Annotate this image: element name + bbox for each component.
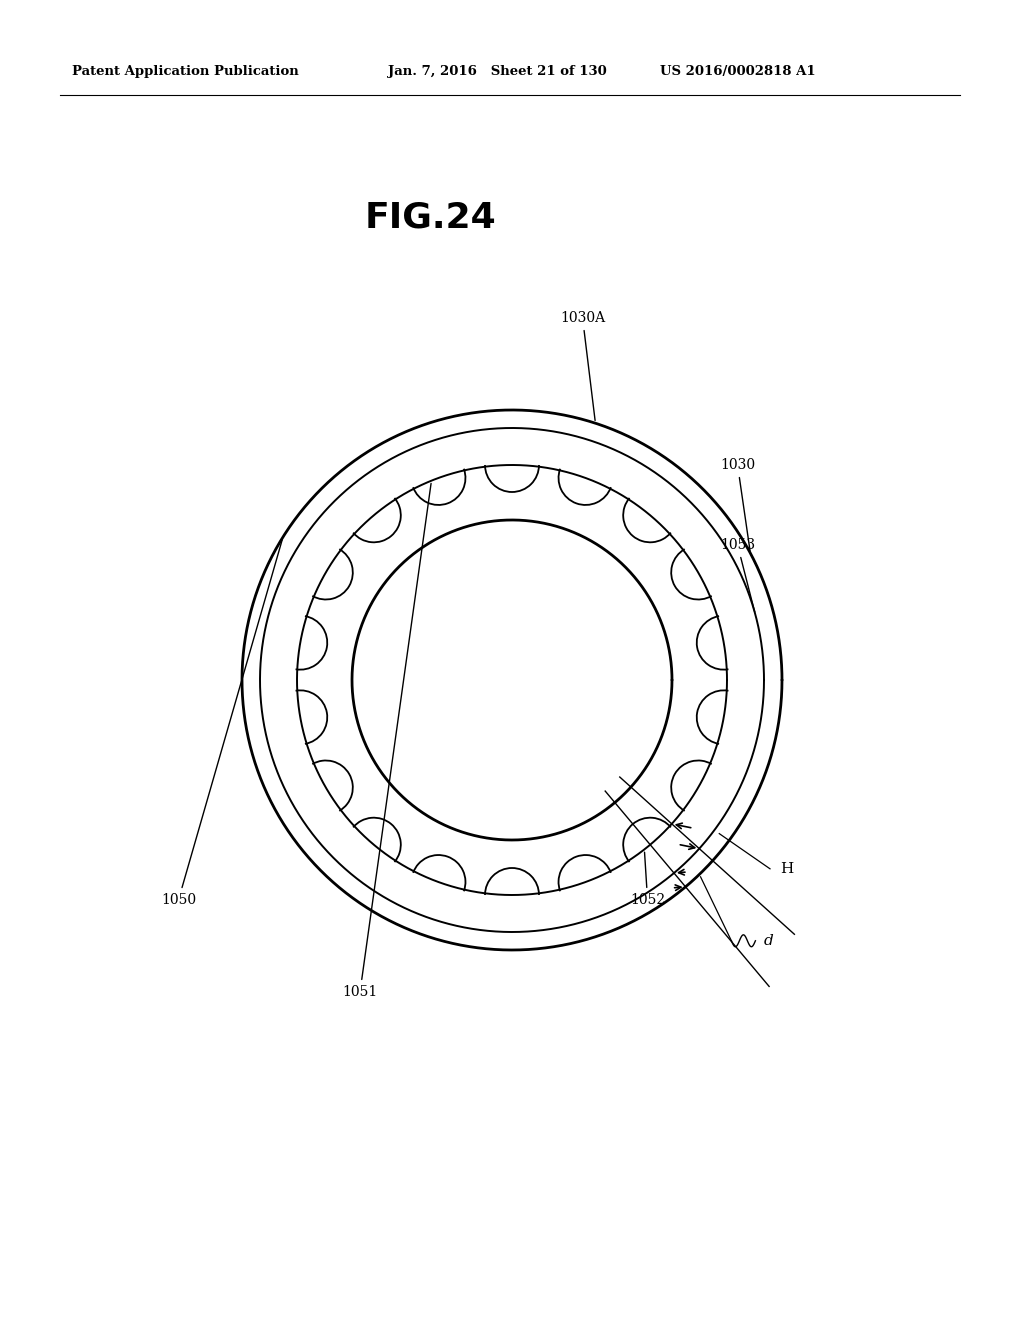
- Text: US 2016/0002818 A1: US 2016/0002818 A1: [660, 66, 816, 78]
- Text: d: d: [764, 933, 773, 948]
- Text: FIG.24: FIG.24: [365, 201, 496, 235]
- Text: 1050: 1050: [161, 540, 283, 907]
- Text: 1030: 1030: [720, 458, 755, 550]
- Text: 1030A: 1030A: [560, 312, 605, 421]
- Text: 1053: 1053: [720, 539, 755, 612]
- Text: Patent Application Publication: Patent Application Publication: [72, 66, 299, 78]
- Text: 1052: 1052: [630, 853, 666, 907]
- Text: Jan. 7, 2016   Sheet 21 of 130: Jan. 7, 2016 Sheet 21 of 130: [388, 66, 607, 78]
- Text: H: H: [780, 862, 794, 875]
- Text: 1051: 1051: [342, 483, 431, 999]
